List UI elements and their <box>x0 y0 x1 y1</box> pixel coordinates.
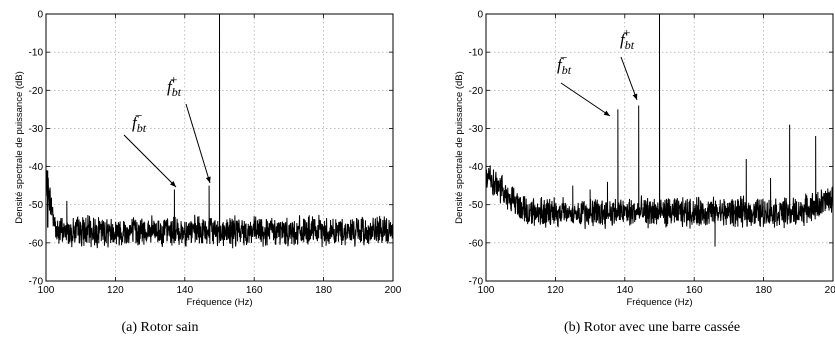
axes-frame <box>485 13 834 282</box>
y-tick-label: -30 <box>29 124 44 135</box>
x-tick-label: 200 <box>825 285 835 296</box>
spectrum-line <box>45 13 394 249</box>
annotation-base: f <box>620 30 627 49</box>
annotation-base: f <box>167 77 174 96</box>
annotation-label: fbt+ <box>167 72 182 99</box>
chart-panel-1: 100 120 140 160 180 200 0 -10 -20 -30 -40 -50 -60 -70… <box>14 10 402 336</box>
y-tick-label: -60 <box>29 238 44 249</box>
annotation-sup: + <box>170 72 177 87</box>
panel-caption: (a) Rotor sain <box>122 320 199 335</box>
x-tick-label: 180 <box>315 285 332 296</box>
annotation-arrow <box>185 103 211 184</box>
y-tick-label: -10 <box>29 48 44 59</box>
panel-caption: (b) Rotor avec une barre cassée <box>564 320 740 335</box>
x-tick-label: 140 <box>176 285 193 296</box>
y-tick-label: -60 <box>469 238 484 249</box>
annotation-sub: bt <box>172 85 182 99</box>
annotation-base: f <box>557 55 564 74</box>
x-tick-label: 160 <box>246 285 263 296</box>
annotation-sup: + <box>623 25 630 40</box>
x-tick-label: 180 <box>755 285 772 296</box>
y-tick-label: -50 <box>29 200 44 211</box>
y-tick-label: 0 <box>477 10 483 21</box>
x-tick-label: 140 <box>616 285 633 296</box>
y-tick-label: -70 <box>469 277 484 288</box>
x-axis-label: Fréquence (Hz) <box>187 297 253 308</box>
annotation-arrow <box>560 82 611 117</box>
annotation-sub: bt <box>625 38 635 52</box>
y-tick-label: -50 <box>469 200 484 211</box>
x-axis-label: Fréquence (Hz) <box>627 297 693 308</box>
annotation-arrowhead <box>632 93 638 100</box>
y-tick-label: -10 <box>469 48 484 59</box>
annotation-label: fbt− <box>132 108 147 135</box>
annotation-sub: bt <box>137 121 147 135</box>
x-tick-label: 200 <box>385 285 402 296</box>
x-tick-label: 120 <box>547 285 564 296</box>
y-axis-label: Densité spectrale de puissance (dB) <box>454 71 465 224</box>
chart-panel-2: 100 120 140 160 180 200 0 -10 -20 -30 -40 -50 -60 -70… <box>454 10 835 336</box>
annotation-base: f <box>132 113 139 132</box>
annotation-label: fbt− <box>557 50 572 77</box>
annotation-arrow <box>620 56 638 101</box>
y-tick-label: -40 <box>469 162 484 173</box>
y-tick-label: -20 <box>469 86 484 97</box>
y-tick-label: -40 <box>29 162 44 173</box>
y-tick-label: -70 <box>29 277 44 288</box>
axes-frame <box>45 13 394 282</box>
y-tick-label: -30 <box>469 124 484 135</box>
annotation-label: fbt+ <box>620 25 635 52</box>
y-tick-label: -20 <box>29 86 44 97</box>
y-tick-label: 0 <box>37 10 43 21</box>
x-tick-label: 160 <box>686 285 703 296</box>
spectrum-line <box>485 13 834 247</box>
annotation-sub: bt <box>562 63 572 77</box>
x-tick-label: 100 <box>478 285 495 296</box>
annotation-arrowhead <box>205 176 211 183</box>
annotation-arrowhead <box>603 110 610 116</box>
annotation-sup: − <box>135 108 142 123</box>
y-axis-label: Densité spectrale de puissance (dB) <box>14 71 25 224</box>
x-tick-label: 120 <box>107 285 124 296</box>
annotation-sup: − <box>560 50 567 65</box>
annotation-arrowhead <box>169 180 176 187</box>
annotation-arrow <box>123 134 177 188</box>
x-tick-label: 100 <box>38 285 55 296</box>
